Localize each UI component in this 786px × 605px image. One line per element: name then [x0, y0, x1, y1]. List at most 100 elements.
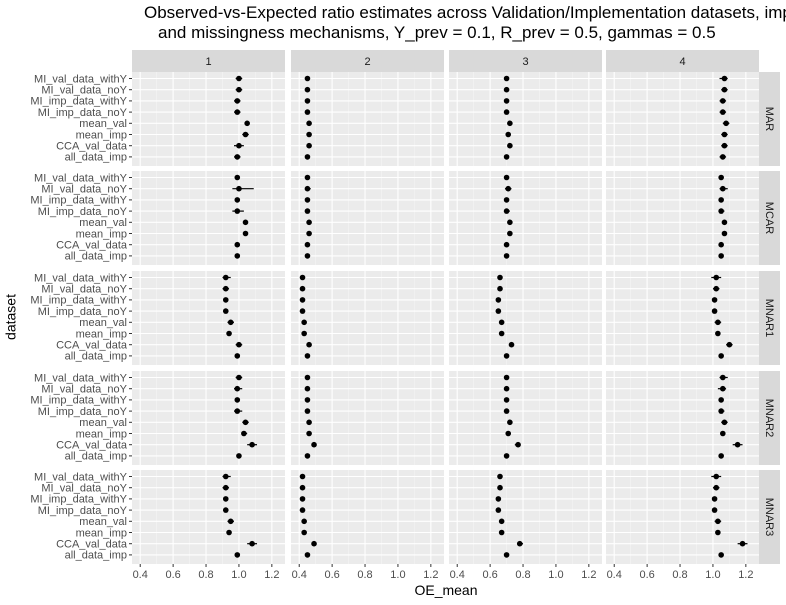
data-point	[234, 253, 241, 259]
data-point	[234, 397, 241, 403]
panel-background	[291, 72, 444, 166]
y-tick-label: MI_val_data_noY	[41, 85, 127, 97]
panel-background	[606, 72, 759, 166]
data-point	[226, 330, 232, 337]
y-tick-label: MI_imp_data_noY	[38, 206, 128, 218]
data-point	[720, 385, 726, 392]
y-tick-label: CCA_val_data	[56, 141, 128, 153]
x-tick-label: 1.2	[738, 569, 753, 581]
y-tick-label: MI_val_data_noY	[41, 184, 127, 196]
data-point	[306, 131, 312, 138]
data-point	[306, 419, 312, 426]
y-tick-label: MI_imp_data_noY	[38, 107, 128, 119]
data-point	[299, 496, 306, 502]
y-tick-label: mean_val	[79, 417, 127, 429]
chart-title-line-1: Observed-vs-Expected ratio estimates acr…	[144, 3, 786, 22]
data-point	[222, 308, 229, 314]
data-point	[498, 330, 505, 337]
y-axis-title: dataset	[3, 294, 19, 340]
data-point	[236, 453, 242, 459]
panel-background	[132, 171, 285, 265]
x-tick-label: 0.8	[357, 569, 372, 581]
column-strip-label: 2	[364, 56, 370, 68]
data-point	[721, 75, 728, 82]
data-point	[311, 441, 317, 448]
column-strip-4	[606, 50, 759, 72]
row-strip-mnar2	[758, 371, 780, 465]
y-tick-label: MI_imp_data_noY	[38, 306, 128, 318]
data-point	[507, 230, 513, 237]
data-point	[503, 253, 510, 259]
data-point	[711, 507, 718, 513]
data-point	[222, 285, 229, 292]
data-point	[242, 131, 249, 138]
data-point	[236, 86, 242, 93]
data-point	[299, 297, 306, 303]
data-point	[515, 441, 521, 448]
data-point	[234, 241, 241, 248]
column-strip-label: 3	[522, 56, 528, 68]
panel-background	[449, 371, 602, 465]
data-point	[495, 496, 502, 502]
panel-background	[606, 271, 759, 365]
data-point	[304, 154, 311, 160]
x-tick-label: 0.6	[482, 569, 497, 581]
data-point	[306, 430, 312, 437]
data-point	[726, 341, 733, 348]
data-point	[241, 430, 247, 437]
column-strip-1	[132, 50, 285, 72]
x-tick-label: 0.6	[639, 569, 654, 581]
x-tick-label: 0.8	[515, 569, 530, 581]
data-point	[304, 408, 311, 414]
data-point	[299, 473, 306, 480]
y-tick-label: CCA_val_data	[56, 240, 128, 252]
y-tick-label: all_data_imp	[65, 351, 127, 363]
y-tick-label: MI_imp_data_withY	[30, 494, 127, 506]
y-tick-label: mean_imp	[76, 228, 127, 240]
panel-background	[132, 470, 285, 564]
data-point	[311, 540, 317, 547]
data-point	[299, 285, 306, 292]
data-point	[720, 109, 726, 115]
y-tick-label: MI_imp_data_noY	[38, 406, 128, 418]
data-point	[234, 208, 241, 214]
data-point	[304, 86, 311, 93]
x-tick-label: 0.6	[324, 569, 339, 581]
y-tick-label: MI_val_data_withY	[34, 272, 128, 284]
panel-background	[291, 271, 444, 365]
data-point	[304, 453, 311, 459]
y-tick-label: MI_val_data_withY	[34, 172, 128, 184]
y-tick-label: all_data_imp	[65, 451, 127, 463]
data-point	[234, 154, 241, 160]
data-point	[718, 174, 724, 181]
data-point	[721, 230, 728, 237]
panel-background	[449, 271, 602, 365]
data-point	[299, 274, 306, 281]
data-point	[721, 86, 728, 93]
data-point	[720, 374, 726, 381]
panel-background	[291, 171, 444, 265]
x-tick-label: 1.2	[264, 569, 279, 581]
data-point	[234, 109, 241, 115]
y-tick-label: MI_imp_data_withY	[30, 96, 127, 108]
data-point	[226, 529, 232, 536]
data-point	[227, 319, 234, 326]
data-point	[304, 197, 311, 203]
data-point	[304, 208, 311, 214]
data-point	[720, 98, 726, 104]
data-point	[503, 75, 510, 82]
data-point	[236, 341, 242, 348]
panel-background	[606, 470, 759, 564]
data-point	[304, 109, 311, 115]
row-strip-mnar1	[758, 271, 780, 365]
y-tick-label: mean_imp	[76, 129, 127, 141]
x-tick-label: 1.2	[581, 569, 596, 581]
data-point	[503, 552, 510, 558]
data-point	[304, 241, 311, 248]
data-point	[503, 109, 510, 115]
row-strip-label: MNAR1	[763, 299, 775, 338]
y-tick-label: MI_val_data_withY	[34, 372, 128, 384]
data-point	[503, 154, 510, 160]
data-point	[304, 374, 311, 381]
y-tick-label: mean_imp	[76, 527, 127, 539]
